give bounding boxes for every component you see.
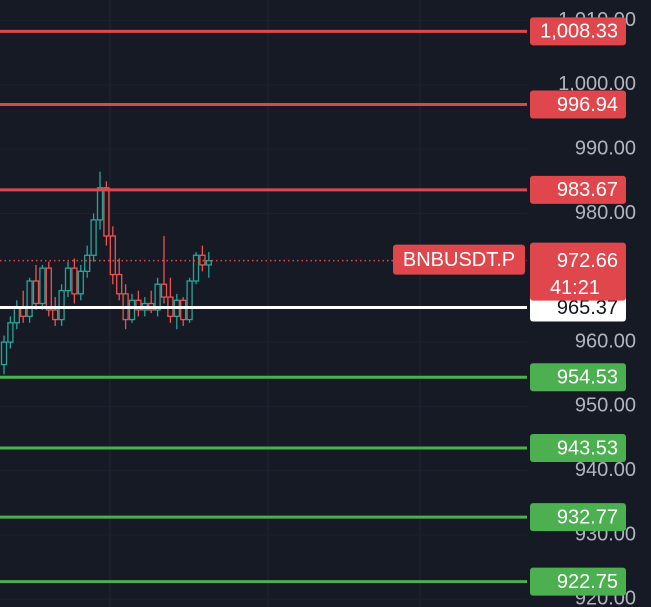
candle-body <box>199 254 206 266</box>
last-price-box <box>530 242 626 301</box>
candle-body <box>160 283 168 298</box>
y-tick-label: 940.00 <box>575 459 636 481</box>
level-label-box <box>530 363 626 392</box>
candle-body <box>180 299 187 321</box>
candle-body <box>103 187 110 237</box>
symbol-label: BNBUSDT.P <box>403 249 515 271</box>
level-label-box <box>530 433 626 462</box>
candle-body <box>135 299 142 311</box>
candle-body <box>154 283 161 311</box>
candle-body <box>77 270 84 295</box>
candle-body <box>192 254 200 282</box>
candle-body <box>96 187 104 221</box>
candle-body <box>0 341 8 366</box>
candle-body <box>7 322 14 343</box>
level-label: 983.67 <box>557 179 618 201</box>
y-tick-label: 980.00 <box>575 202 636 224</box>
candle-body <box>205 260 212 266</box>
level-label: 965.37 <box>557 297 618 319</box>
y-tick-label: 990.00 <box>575 137 636 159</box>
candle-body <box>84 254 91 272</box>
level-label: 932.77 <box>557 506 618 528</box>
level-label: 996.94 <box>557 94 618 116</box>
symbol-box <box>393 244 525 275</box>
candle-body <box>58 289 65 321</box>
level-label: 943.53 <box>557 437 618 459</box>
candle-body <box>32 280 40 305</box>
level-label-box <box>530 567 626 596</box>
countdown-label: 41:21 <box>550 277 600 299</box>
candle-body <box>13 306 20 324</box>
level-label-box <box>530 503 626 532</box>
candle-body <box>52 309 59 321</box>
y-tick-label: 1,000.00 <box>558 73 636 95</box>
candle-body <box>45 267 52 311</box>
level-label-box <box>530 17 626 46</box>
candle-body <box>128 299 136 321</box>
level-label: 1,008.33 <box>540 21 618 43</box>
y-tick-label: 950.00 <box>575 395 636 417</box>
last-price-label: 972.66 <box>557 250 618 272</box>
candle-body <box>64 267 72 292</box>
level-label: 922.75 <box>557 571 618 593</box>
level-label-box <box>530 90 626 119</box>
level-label-box <box>530 175 626 204</box>
y-tick-label: 960.00 <box>575 330 636 352</box>
level-label: 954.53 <box>557 367 618 389</box>
candle-body <box>71 267 78 295</box>
candle-body <box>90 219 97 256</box>
candle-body <box>116 273 123 295</box>
candle-body <box>109 235 116 276</box>
candle-body <box>186 280 193 321</box>
candle-body <box>39 267 46 305</box>
candle-body <box>26 280 33 318</box>
